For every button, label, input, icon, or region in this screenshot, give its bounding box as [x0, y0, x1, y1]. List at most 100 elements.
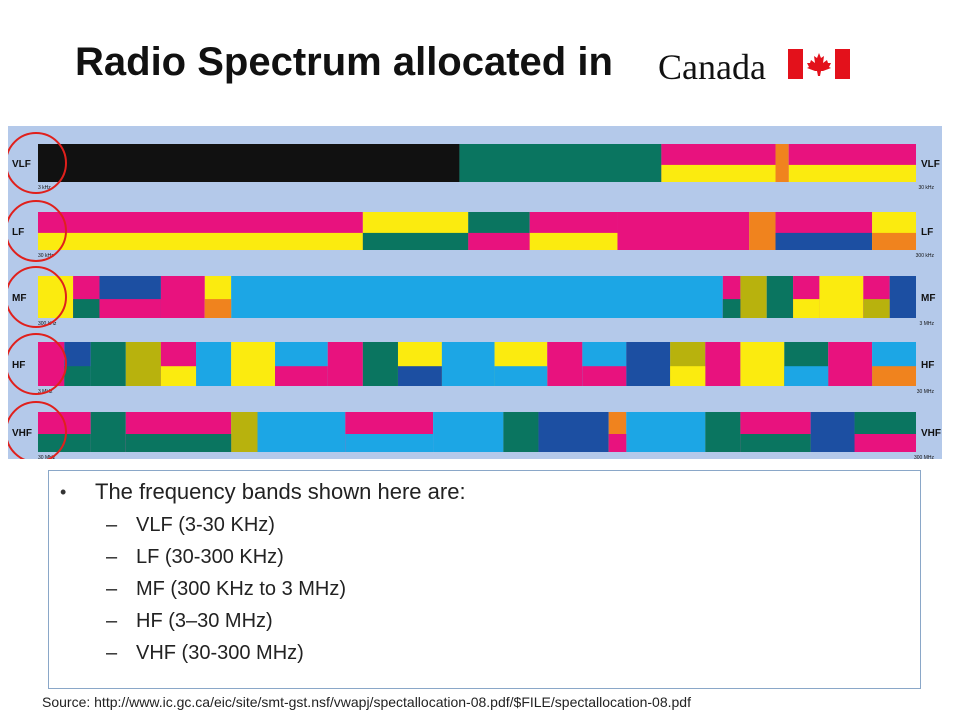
band-label-vlf-left: VLF — [12, 159, 31, 170]
vhf-allocation-block — [854, 434, 916, 452]
band-label-vlf-right: VLF — [921, 159, 940, 170]
mf-allocation-block — [160, 276, 205, 318]
lf-allocation-block — [529, 232, 618, 250]
vhf-allocation-block — [231, 412, 258, 452]
hf-allocation-block — [705, 342, 741, 386]
vhf-allocation-block — [257, 412, 346, 452]
vlf-allocation-block — [775, 144, 789, 182]
bullet-icon: • — [60, 482, 67, 502]
hf-allocation-block — [670, 366, 706, 386]
list-item: – HF (3–30 MHz) — [106, 610, 273, 632]
notes-box — [48, 470, 921, 689]
freq-label-vlf-end: 30 kHz — [918, 185, 934, 191]
vhf-allocation-block — [538, 412, 609, 452]
lf-allocation-block — [362, 232, 469, 250]
list-item: – VLF (3-30 KHz) — [106, 514, 275, 536]
vlf-allocation-block — [788, 164, 916, 182]
highlight-circle-vlf — [8, 132, 67, 194]
freq-label-mf-end: 3 MHz — [920, 321, 935, 327]
lf-allocation-block — [617, 212, 750, 250]
band-label-lf-left: LF — [12, 227, 24, 238]
hf-allocation-block — [784, 366, 829, 386]
hf-allocation-block — [90, 342, 126, 386]
hf-allocation-block — [441, 342, 495, 386]
bullet-intro: The frequency bands shown here are: — [95, 479, 466, 504]
vhf-allocation-block — [345, 434, 434, 452]
band-label-mf-right: MF — [921, 293, 935, 304]
vhf-allocation-block — [608, 434, 627, 452]
vhf-allocation-block — [503, 412, 539, 452]
hf-allocation-block — [626, 342, 671, 386]
band-label-hf-right: HF — [921, 360, 934, 371]
mf-allocation-block — [766, 276, 794, 318]
source-citation: Source: http://www.ic.gc.ca/eic/site/smt… — [42, 694, 691, 710]
band-item-mf: MF (300 KHz to 3 MHz) — [136, 578, 347, 600]
highlight-circle-mf — [8, 266, 67, 328]
vhf-allocation-block — [433, 412, 504, 452]
list-item: – LF (30-300 KHz) — [106, 546, 284, 568]
hf-allocation-block — [275, 366, 328, 386]
hf-allocation-block — [196, 342, 232, 386]
highlight-circle-hf — [8, 333, 67, 395]
vhf-allocation-block — [810, 412, 855, 452]
hf-allocation-block — [582, 366, 627, 386]
band-label-vhf-right: VHF — [921, 428, 941, 439]
vlf-allocation-block — [661, 164, 776, 182]
highlight-circle-vhf — [8, 401, 67, 459]
band-label-lf-right: LF — [921, 227, 933, 238]
vhf-allocation-block — [740, 434, 811, 452]
hf-allocation-block — [547, 342, 583, 386]
hf-allocation-block — [327, 342, 363, 386]
lf-allocation-block — [749, 212, 776, 250]
hf-allocation-block — [362, 342, 398, 386]
vlf-allocation-block — [38, 144, 460, 182]
hf-allocation-block — [397, 366, 442, 386]
freq-label-vhf-start: 30 MHz — [38, 455, 56, 459]
mf-allocation-block — [231, 276, 723, 318]
mf-allocation-block — [740, 276, 767, 318]
mf-allocation-block — [73, 299, 100, 318]
hf-allocation-block — [494, 366, 548, 386]
spectrum-allocation-chart: VLF VLF 3 kHz 30 kHz LF LF 30 kHz 300 kHz MF MF 30… — [8, 126, 942, 459]
band-label-hf-left: HF — [12, 360, 25, 371]
freq-label-vlf-start: 3 kHz — [38, 185, 51, 191]
freq-label-lf-end: 300 kHz — [916, 253, 935, 259]
vhf-allocation-block — [626, 412, 706, 452]
hf-allocation-block — [231, 342, 276, 386]
vhf-allocation-block — [125, 434, 232, 452]
band-item-vhf: VHF (30-300 MHz) — [136, 642, 304, 664]
mf-allocation-block — [793, 299, 820, 318]
vhf-allocation-block — [705, 412, 741, 452]
canada-wordmark-logo: Canada — [658, 47, 766, 87]
slide-title: Radio Spectrum allocated in — [75, 40, 613, 84]
band-item-hf: HF (3–30 MHz) — [136, 610, 273, 632]
mf-allocation-block — [722, 299, 741, 318]
mf-allocation-block — [863, 299, 890, 318]
lf-allocation-block — [872, 232, 916, 250]
hf-allocation-block — [872, 366, 916, 386]
list-item: – MF (300 KHz to 3 MHz) — [106, 578, 347, 600]
vlf-allocation-block — [459, 144, 662, 182]
band-label-vhf-left: VHF — [12, 428, 32, 439]
list-item: – VHF (30-300 MHz) — [106, 642, 304, 664]
canada-flag-icon — [788, 49, 850, 79]
hf-allocation-block — [64, 366, 91, 386]
mf-allocation-block — [204, 299, 232, 318]
hf-allocation-block — [740, 342, 785, 386]
band-label-mf-left: MF — [12, 293, 26, 304]
highlight-circle-lf — [8, 200, 67, 262]
hf-allocation-block — [38, 342, 65, 386]
spectrum-chart-svg: VLF VLF 3 kHz 30 kHz LF LF 30 kHz 300 kHz MF MF 30… — [8, 132, 941, 459]
hf-allocation-block — [160, 366, 197, 386]
band-item-lf: LF (30-300 KHz) — [136, 546, 284, 568]
freq-label-vhf-end: 300 MHz — [914, 455, 935, 459]
lf-allocation-block — [775, 232, 873, 250]
mf-allocation-block — [99, 299, 161, 318]
mf-allocation-block — [38, 276, 74, 318]
hf-allocation-block — [828, 342, 873, 386]
freq-label-lf-start: 30 kHz — [38, 253, 54, 259]
vhf-allocation-block — [90, 412, 126, 452]
hf-allocation-block — [125, 342, 161, 386]
lf-allocation-block — [468, 232, 530, 250]
freq-label-hf-end: 30 MHz — [917, 389, 935, 395]
